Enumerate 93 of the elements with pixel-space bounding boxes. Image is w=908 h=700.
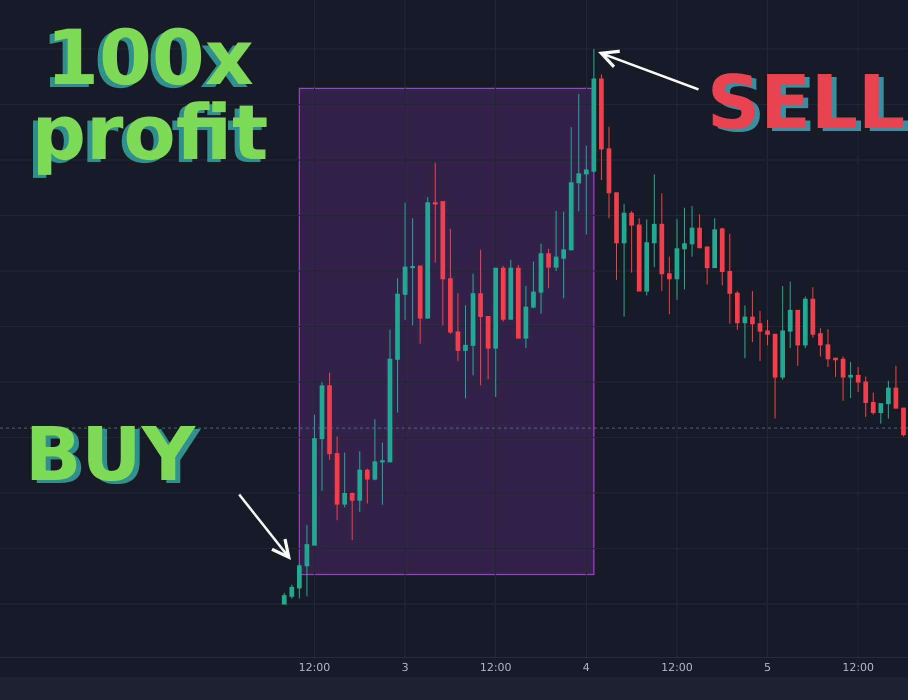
- candlestick: [372, 418, 378, 481]
- candlestick: [742, 304, 748, 359]
- candlestick: [584, 145, 589, 235]
- candlestick: [802, 296, 808, 349]
- candlestick: [425, 196, 430, 319]
- candlestick: [795, 310, 800, 366]
- x-tick-label: 4: [582, 661, 590, 674]
- text: 100x profit: [30, 13, 270, 177]
- candlestick: [531, 261, 536, 309]
- x-tick-label: 12:00: [480, 661, 512, 674]
- candlestick: [750, 290, 755, 343]
- candlestick: [712, 218, 718, 268]
- candlestick: [440, 201, 446, 326]
- candlestick: [478, 249, 483, 386]
- candlestick: [561, 211, 566, 299]
- candlestick: [659, 192, 664, 292]
- candlestick: [327, 372, 332, 460]
- candlestick: [500, 266, 506, 322]
- candlestick: [788, 281, 793, 349]
- candlestick: [697, 214, 702, 248]
- candlestick: [870, 392, 876, 416]
- candlestick: [734, 290, 740, 330]
- candlestick: [629, 210, 634, 274]
- candlestick: [334, 436, 340, 521]
- candlestick: [456, 292, 460, 362]
- x-tick-label: 12:00: [298, 661, 330, 674]
- x-tick-label: 5: [764, 661, 772, 674]
- candlestick: [297, 562, 302, 599]
- candlestick: [524, 285, 528, 349]
- candlestick: [614, 192, 619, 280]
- text: BUY: [25, 412, 196, 498]
- candlestick: [780, 285, 785, 380]
- annotation: SELL: [707, 60, 906, 146]
- candlestick: [833, 358, 838, 378]
- candlestick: [568, 126, 574, 250]
- candlestick: [894, 365, 898, 409]
- candlestick: [320, 382, 324, 492]
- candlestick: [901, 408, 906, 437]
- candlestick: [554, 210, 558, 272]
- candlestick: [818, 328, 823, 357]
- candlestick: [402, 202, 408, 320]
- candlestick: [576, 93, 582, 212]
- candlestick: [886, 380, 891, 420]
- candlestick: [508, 259, 514, 320]
- candlestick: [448, 228, 453, 334]
- candlestick: [538, 243, 544, 314]
- candlestick: [388, 329, 392, 462]
- candlestick: [644, 218, 650, 296]
- candlestick: [357, 450, 362, 512]
- candlestick: [304, 524, 310, 597]
- candlestick: [878, 403, 884, 424]
- candlestick: [606, 126, 612, 219]
- candlestick: [636, 218, 642, 292]
- candlestick: [470, 273, 476, 376]
- candlestick: [289, 584, 294, 599]
- candlestick: [546, 248, 551, 289]
- candlestick: [312, 414, 317, 546]
- candlestick: [599, 74, 604, 180]
- candlestick: [772, 334, 778, 420]
- candlestick: [758, 310, 762, 362]
- candlestick: [395, 278, 400, 414]
- candlestick: [682, 207, 687, 290]
- candlestick: [810, 286, 816, 338]
- candlestick: [667, 256, 672, 315]
- x-tick-label: 12:00: [661, 661, 693, 674]
- candlestick: [418, 266, 423, 344]
- candlestick: [410, 218, 415, 326]
- candlestick: [720, 227, 725, 286]
- candlestick: [840, 356, 846, 402]
- candlestick: [826, 328, 830, 368]
- x-tick-label: 12:00: [842, 661, 874, 674]
- candlestick: [704, 246, 710, 285]
- candlestick: [863, 376, 868, 418]
- candlestick: [765, 319, 770, 346]
- candlestick: [592, 48, 596, 174]
- candlestick: [342, 452, 348, 508]
- candlestick: [493, 268, 498, 398]
- candlestick: [432, 162, 438, 264]
- candlestick: [674, 218, 680, 300]
- candlestick: [652, 174, 657, 268]
- candlestick: [856, 366, 861, 392]
- candlestick: [463, 304, 468, 399]
- candlestick: [486, 316, 490, 380]
- candlestick: [380, 442, 385, 506]
- candlestick: [364, 468, 370, 504]
- candlestick: [848, 362, 853, 399]
- x-tick-label: 3: [402, 661, 409, 674]
- candlestick: [350, 492, 355, 541]
- candlestick: [282, 592, 287, 604]
- candlestick: [516, 264, 521, 339]
- candlestick: [622, 203, 626, 318]
- candlestick: [690, 206, 694, 258]
- candlestick: [727, 233, 732, 324]
